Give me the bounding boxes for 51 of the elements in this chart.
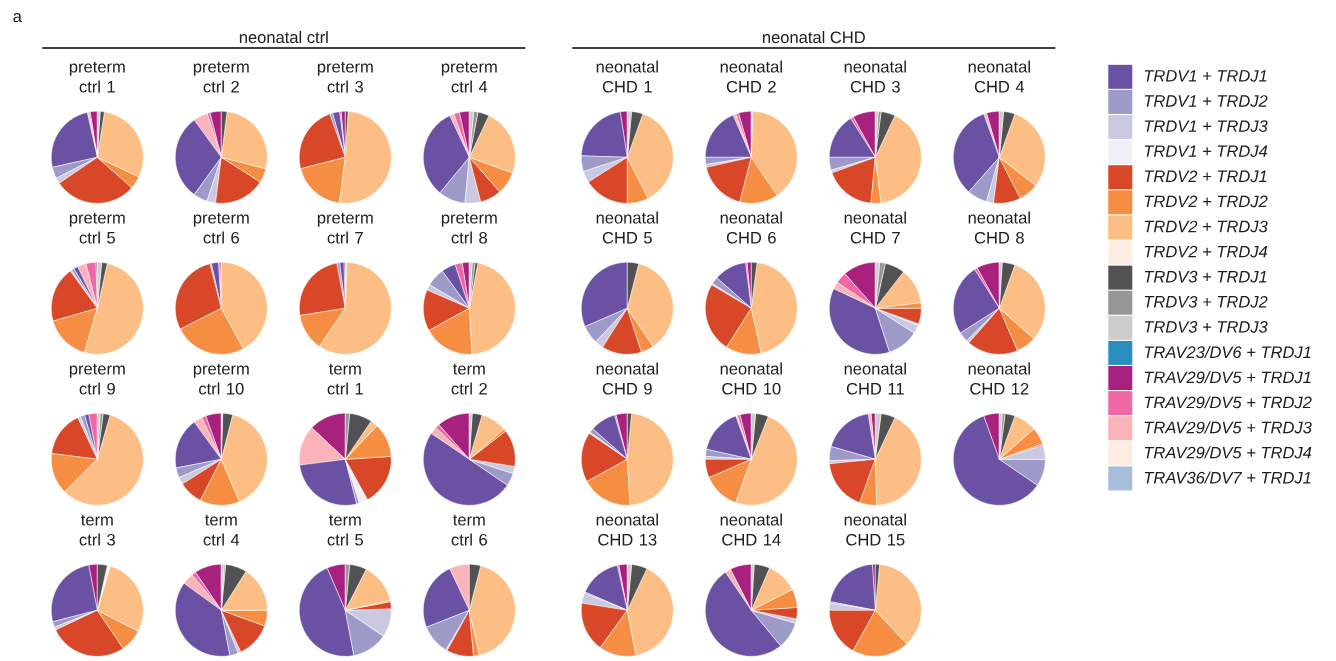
chart-title: neonatal CHD 6: [720, 211, 782, 244]
legend-label: TRDV1 + TRDJ3: [1144, 120, 1268, 132]
legend-label: TRAV23/DV6 + TRDJ1: [1144, 345, 1311, 359]
chart-title: term ctrl 1: [327, 363, 363, 395]
chart-title: preterm ctrl 5: [69, 212, 125, 244]
legend-label: TRAV36/DV7 + TRDJ1: [1144, 471, 1311, 484]
chart-title: neonatal CHD 13: [596, 513, 658, 546]
chart-title: neonatal CHD 15: [844, 513, 906, 546]
legend-label: TRDV1 + TRDJ1: [1144, 70, 1267, 82]
chart-title: preterm ctrl 4: [441, 61, 497, 93]
chart-title: neonatal CHD 3: [844, 60, 906, 93]
chart-title: preterm ctrl 6: [193, 212, 249, 244]
legend-label: TRDV2 + TRDJ2: [1144, 195, 1268, 208]
legend-label: TRAV29/DV5 + TRDJ3: [1144, 421, 1312, 434]
chart-title: term ctrl 3: [79, 514, 115, 546]
chart-title: neonatal CHD 9: [596, 362, 658, 395]
chart-title: term ctrl 5: [327, 514, 363, 546]
chart-title: preterm ctrl 7: [317, 212, 373, 244]
chart-title: neonatal CHD 10: [720, 362, 782, 395]
chart-title: neonatal CHD 11: [844, 362, 906, 395]
chart-title: neonatal CHD 12: [968, 362, 1030, 395]
chart-title: term ctrl 6: [451, 514, 487, 546]
legend-label: TRAV29/DV5 + TRDJ2: [1144, 396, 1312, 409]
legend-label: TRAV29/DV5 + TRDJ1: [1144, 371, 1311, 384]
chart-title: preterm ctrl 9: [69, 363, 125, 395]
chart-title: neonatal CHD 8: [968, 211, 1030, 244]
chart-title: neonatal CHD 7: [844, 211, 906, 244]
text: neonatal ctrl: [239, 31, 328, 44]
legend-label: TRDV3 + TRDJ1: [1144, 270, 1267, 283]
chart-title: neonatal CHD 14: [720, 513, 782, 546]
legend-label: TRDV1 + TRDJ2: [1144, 95, 1268, 107]
chart-title: preterm ctrl 1: [69, 61, 125, 93]
chart-title: preterm ctrl 8: [441, 212, 497, 244]
chart-title: neonatal CHD 4: [968, 60, 1030, 93]
chart-title: term ctrl 2: [451, 363, 487, 395]
chart-title: preterm ctrl 3: [317, 61, 373, 93]
chart-title: neonatal CHD 2: [720, 60, 782, 93]
text: a: [13, 13, 22, 23]
chart-title: neonatal CHD 5: [596, 211, 658, 244]
legend-label: TRDV2 + TRDJ3: [1144, 220, 1268, 233]
chart-title: neonatal CHD 1: [596, 60, 658, 93]
legend-label: TRDV1 + TRDJ4: [1144, 145, 1268, 157]
chart-title: preterm ctrl 10: [193, 363, 249, 395]
text: neonatal CHD: [762, 31, 865, 44]
legend-label: TRDV2 + TRDJ4: [1144, 245, 1268, 258]
chart-title: preterm ctrl 2: [193, 61, 249, 93]
chart-title: term ctrl 4: [203, 514, 240, 546]
legend-label: TRDV3 + TRDJ3: [1144, 321, 1268, 333]
legend-label: TRAV29/DV5 + TRDJ4: [1144, 446, 1312, 459]
legend-label: TRDV3 + TRDJ2: [1144, 295, 1268, 308]
legend-label: TRDV2 + TRDJ1: [1144, 170, 1267, 183]
